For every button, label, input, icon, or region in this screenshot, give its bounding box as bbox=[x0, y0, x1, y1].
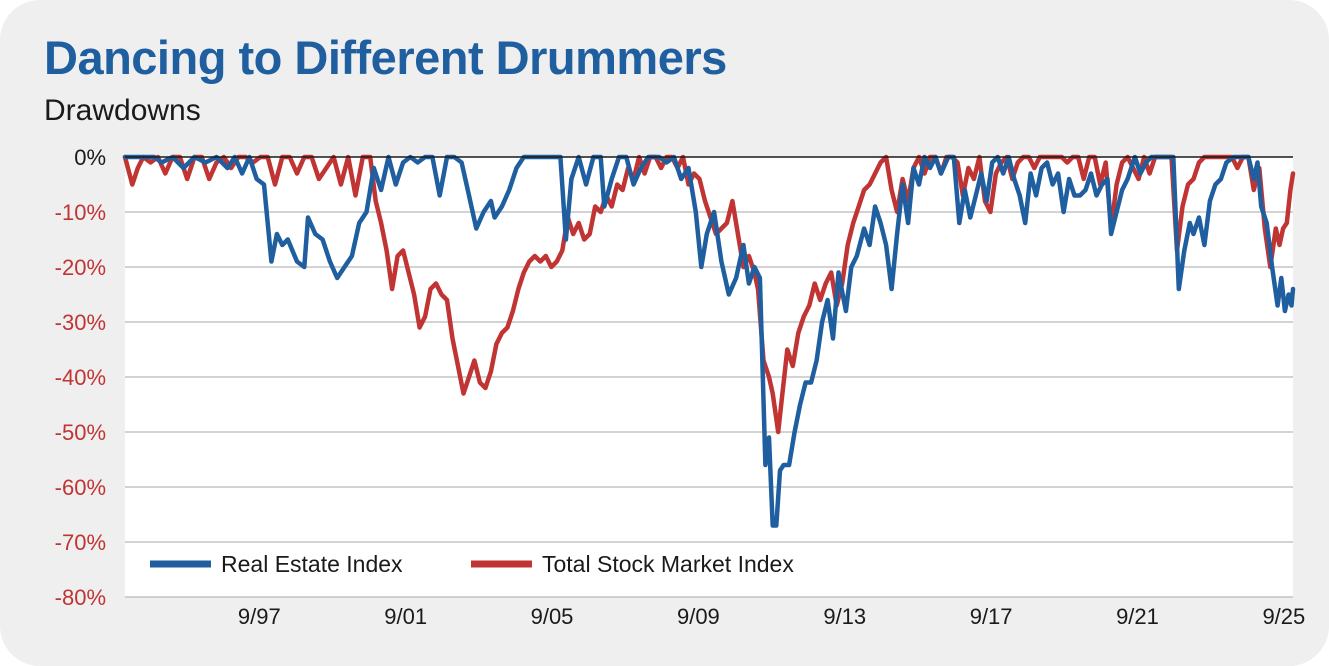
legend-label-real-estate: Real Estate Index bbox=[221, 551, 403, 577]
x-tick-label: 9/21 bbox=[1116, 604, 1159, 629]
y-axis-ticks: 0% -10% -20% -30% -40% -50% -60% -70% -80% bbox=[55, 145, 106, 610]
x-tick-label: 9/97 bbox=[238, 604, 281, 629]
y-tick-label: -20% bbox=[55, 255, 106, 280]
y-tick-label: -70% bbox=[55, 530, 106, 555]
chart-title: Dancing to Different Drummers bbox=[44, 31, 727, 84]
x-tick-label: 9/17 bbox=[970, 604, 1013, 629]
x-tick-label: 9/09 bbox=[677, 604, 720, 629]
chart-subtitle: Drawdowns bbox=[44, 94, 201, 127]
y-tick-label: 0% bbox=[74, 145, 106, 170]
y-tick-label: -40% bbox=[55, 365, 106, 390]
series-line-real-estate bbox=[122, 154, 1296, 528]
y-tick-label: -30% bbox=[55, 310, 106, 335]
legend: Real Estate Index Total Stock Market Ind… bbox=[150, 551, 794, 577]
y-tick-label: -60% bbox=[55, 475, 106, 500]
y-tick-label: -80% bbox=[55, 585, 106, 610]
legend-label-total-stock: Total Stock Market Index bbox=[542, 551, 794, 577]
x-tick-label: 9/01 bbox=[384, 604, 427, 629]
y-tick-label: -50% bbox=[55, 420, 106, 445]
x-tick-label: 9/13 bbox=[823, 604, 866, 629]
x-tick-label: 9/25 bbox=[1262, 604, 1305, 629]
x-axis-ticks: 9/97 9/01 9/05 9/09 9/13 9/17 9/21 9/25 bbox=[238, 604, 1305, 629]
series-lines bbox=[122, 154, 1296, 528]
x-tick-label: 9/05 bbox=[531, 604, 574, 629]
gridlines bbox=[125, 211, 1293, 598]
y-tick-label: -10% bbox=[55, 200, 106, 225]
